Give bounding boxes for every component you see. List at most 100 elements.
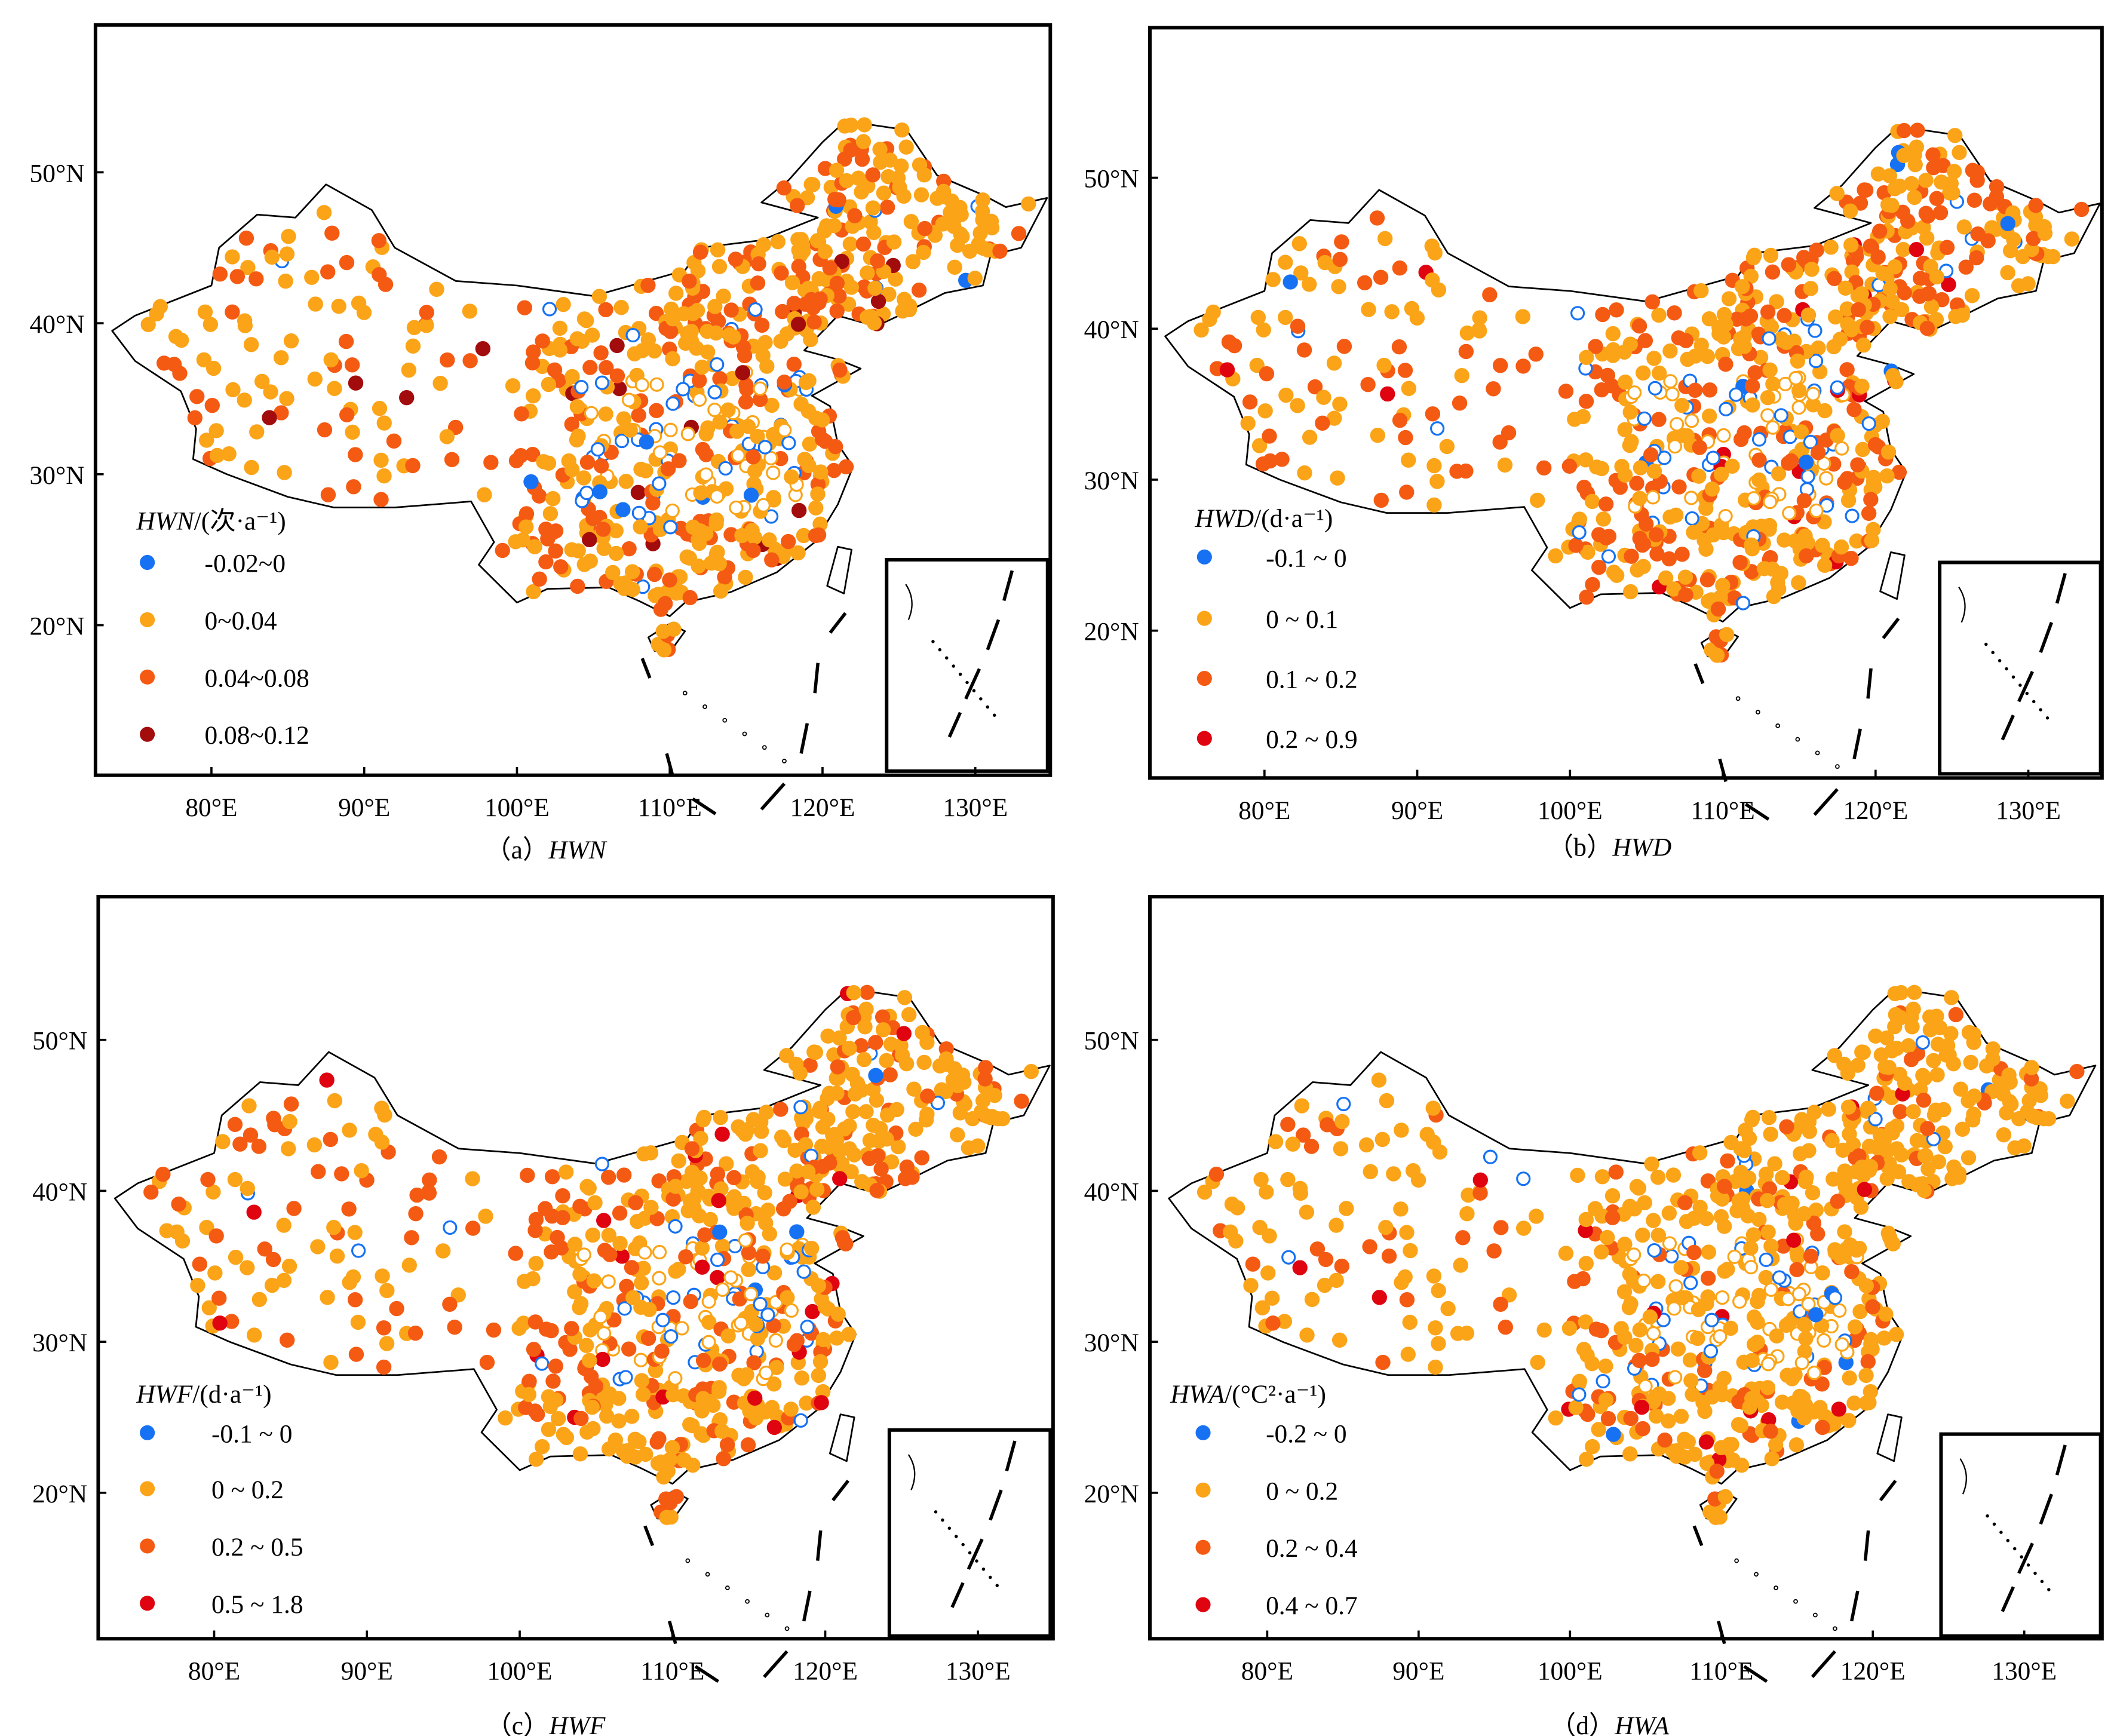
station-point-medium	[532, 571, 547, 587]
station-point-low	[750, 1331, 765, 1347]
station-point-low	[308, 296, 323, 312]
station-point-medium	[442, 1296, 458, 1312]
station-point-low	[1744, 537, 1759, 553]
nine-dash-line-segment	[832, 1479, 850, 1502]
panel-c: 80°E 90°E 100°E 110°E 120°E 130°E50°N40°N30°N…	[32, 894, 1055, 1736]
station-point-low	[1716, 1219, 1732, 1234]
lon-tick-label: 90°E	[1391, 796, 1443, 825]
station-point-low	[1536, 1322, 1552, 1338]
station-point-low	[1685, 1387, 1700, 1402]
station-point-low	[169, 1224, 185, 1240]
station-point-medium	[1777, 308, 1792, 323]
station-point-low	[1424, 238, 1440, 254]
station-point-low	[1708, 1510, 1723, 1525]
station-point-medium	[911, 283, 927, 298]
station-point-medium	[1830, 1194, 1846, 1209]
station-point-low	[1875, 265, 1891, 281]
station-point-low	[1764, 1451, 1779, 1467]
station-point-low	[1759, 1166, 1774, 1182]
station-point-medium	[1591, 560, 1607, 575]
station-point-low	[429, 281, 444, 297]
station-point-medium	[1245, 1256, 1261, 1272]
station-point-low	[1251, 438, 1268, 453]
station-point-low	[913, 187, 929, 203]
station-point-low	[1673, 1260, 1689, 1275]
station-point-medium	[548, 1358, 563, 1374]
station-point-low	[618, 474, 634, 489]
station-point-medium	[1958, 259, 1974, 275]
station-point-low	[879, 1053, 894, 1069]
station-point-low	[140, 317, 156, 332]
station-point-low	[1472, 323, 1487, 339]
inset-island	[986, 705, 989, 709]
station-point-medium	[846, 1010, 861, 1026]
legend-swatch	[140, 1596, 155, 1611]
inset-island	[1999, 1530, 2003, 1534]
station-point-decreasing	[1281, 1250, 1296, 1265]
station-point-low	[1832, 332, 1848, 347]
station-point-low	[1841, 1184, 1857, 1200]
station-point-decreasing	[1657, 450, 1672, 465]
station-point-low	[1897, 1075, 1913, 1091]
station-point-decreasing	[617, 1301, 632, 1316]
station-point-medium	[1455, 1230, 1471, 1246]
station-point-low	[713, 583, 729, 599]
station-point-medium	[1458, 343, 1474, 360]
station-point-medium	[1580, 1406, 1596, 1422]
station-point-low	[1735, 1201, 1751, 1216]
legend-swatch	[1195, 1482, 1211, 1498]
lat-tick-label: 40°N	[1084, 1177, 1139, 1206]
panel-caption: （c）HWF	[486, 1712, 605, 1736]
station-point-low	[1331, 1332, 1348, 1348]
station-point-low	[701, 1314, 717, 1330]
legend-unit: /(次·a⁻¹)	[194, 507, 286, 536]
station-point-medium	[1718, 357, 1734, 372]
station-point-low	[860, 265, 875, 281]
station-point-low	[1742, 1399, 1757, 1415]
station-point-low	[1829, 186, 1845, 201]
inset-island	[992, 713, 996, 717]
station-point-low	[1401, 452, 1416, 468]
station-point-low	[719, 1156, 734, 1171]
station-point-low	[1763, 1282, 1779, 1297]
legend-label: 0.04~0.08	[205, 664, 309, 692]
station-point-medium	[544, 1169, 560, 1185]
station-point-low	[738, 1233, 753, 1248]
station-point-medium	[346, 479, 361, 495]
station-point-low	[278, 273, 293, 289]
station-point-medium	[1860, 1354, 1876, 1370]
legend-label: 0 ~ 0.2	[211, 1476, 284, 1504]
legend-swatch	[1196, 549, 1212, 565]
station-point-low	[1240, 415, 1256, 431]
inset-island	[2026, 1563, 2030, 1567]
station-point-low	[327, 1093, 343, 1109]
station-point-low	[1709, 648, 1725, 663]
station-point-low	[545, 490, 561, 507]
station-point-high	[319, 1072, 335, 1088]
station-point-decreasing	[523, 474, 539, 490]
station-point-low	[1721, 291, 1737, 306]
station-point-low	[199, 1220, 214, 1235]
station-point-medium	[348, 1347, 364, 1362]
station-point-low	[817, 1299, 833, 1315]
station-point-low	[1713, 1329, 1728, 1344]
station-point-decreasing	[1915, 1035, 1930, 1050]
station-point-low	[1906, 1104, 1921, 1119]
station-point-low	[1668, 1370, 1683, 1385]
legend-variable: HWA	[1170, 1380, 1225, 1409]
station-point-medium	[1643, 447, 1659, 462]
station-point-low	[1651, 307, 1667, 323]
station-point-medium	[1948, 1007, 1963, 1023]
station-point-low	[596, 541, 612, 556]
station-point-low	[1771, 466, 1787, 481]
station-point-low	[331, 298, 346, 314]
station-point-medium	[621, 541, 637, 557]
station-point-low	[1684, 413, 1699, 428]
south-sea-island	[1774, 1585, 1778, 1590]
inset-nine-dash-line	[947, 570, 1014, 738]
station-point-low	[1249, 357, 1265, 373]
station-point-medium	[1738, 311, 1754, 327]
station-point-low	[1299, 1327, 1315, 1343]
inset-island	[965, 680, 969, 685]
station-point-low	[1205, 304, 1221, 320]
